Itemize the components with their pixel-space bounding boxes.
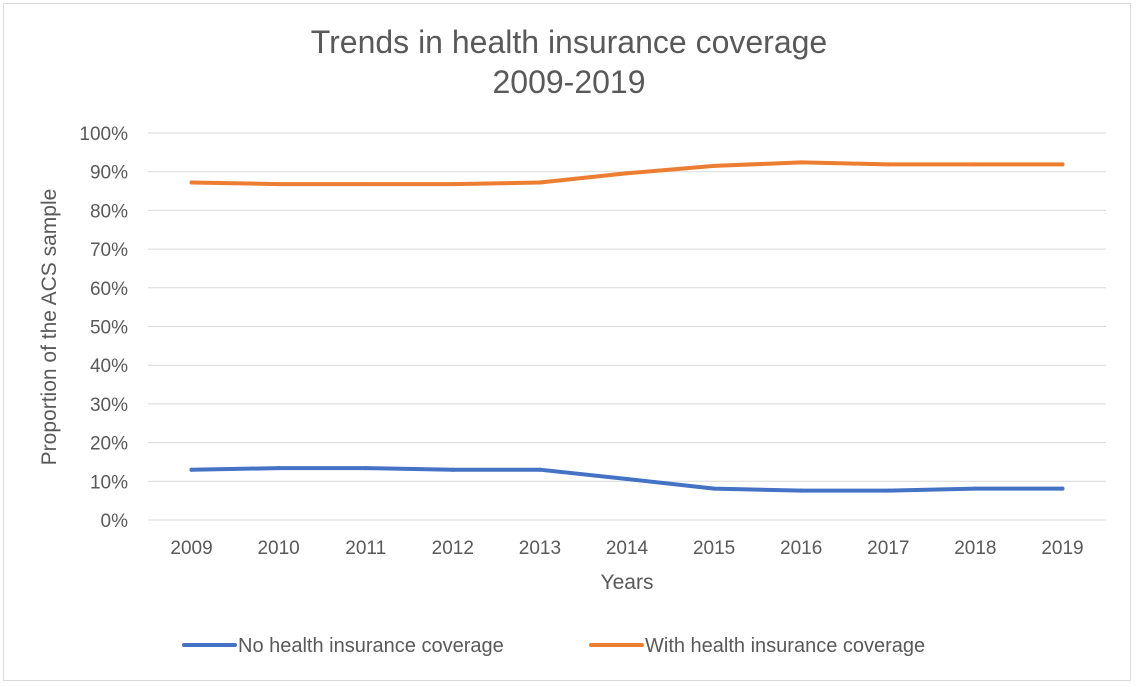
x-tick-label: 2009 [170, 538, 212, 559]
y-axis-title: Proportion of the ACS sample [38, 189, 61, 466]
data-point [799, 160, 804, 165]
data-point [712, 486, 717, 491]
data-point [450, 182, 455, 187]
data-point [973, 162, 978, 167]
y-tick-label: 60% [90, 279, 128, 300]
y-tick-label: 50% [90, 318, 128, 339]
data-point [537, 467, 542, 472]
chart-title-line-1: Trends in health insurance coverage [310, 24, 828, 60]
x-tick-label: 2012 [432, 538, 474, 559]
data-point [625, 171, 629, 176]
y-tick-label: 70% [90, 240, 128, 261]
x-axis-ticks: 2009 2010 2011 2012 2013 2014 2015 2016 2017 2018… [170, 538, 1083, 559]
y-tick-label: 100% [79, 124, 128, 145]
legend: No health insurance coverage With health … [182, 635, 925, 657]
x-tick-label: 2019 [1041, 538, 1083, 559]
data-point [973, 486, 978, 491]
y-tick-label: 80% [90, 201, 128, 222]
gridlines [148, 132, 1106, 521]
data-point [189, 467, 194, 472]
x-tick-label: 2013 [519, 538, 561, 559]
y-tick-label: 10% [90, 472, 128, 493]
chart-title-line-2: 2009-2019 [492, 64, 646, 100]
y-axis-ticks: 0% 10% 20% 30% 40% 50% 60% 70% 80% 90% 100% [79, 124, 128, 532]
y-tick-label: 30% [90, 395, 128, 416]
data-point [537, 180, 542, 185]
x-tick-label: 2011 [345, 538, 386, 559]
chart-frame [3, 3, 1131, 681]
data-point [363, 182, 368, 187]
x-tick-label: 2014 [606, 538, 649, 559]
x-axis-title: Years [601, 571, 654, 594]
legend-label: With health insurance coverage [645, 635, 925, 657]
data-point [712, 163, 717, 168]
data-point [1060, 486, 1065, 491]
data-point [799, 488, 804, 493]
x-tick-label: 2018 [954, 538, 996, 559]
series-lines [189, 160, 1065, 493]
data-point [450, 467, 455, 472]
data-point [276, 182, 281, 187]
data-point [276, 466, 281, 471]
data-point [886, 162, 891, 167]
y-tick-label: 20% [90, 434, 128, 455]
x-tick-label: 2015 [693, 538, 735, 559]
x-tick-label: 2017 [867, 538, 909, 559]
data-point [625, 476, 629, 481]
data-point [886, 488, 891, 493]
x-tick-label: 2010 [257, 538, 299, 559]
legend-label: No health insurance coverage [238, 635, 504, 657]
x-tick-label: 2016 [780, 538, 822, 559]
data-point [363, 466, 368, 471]
y-tick-label: 90% [90, 163, 128, 184]
data-point [1060, 162, 1065, 167]
y-tick-label: 40% [90, 356, 128, 377]
y-tick-label: 0% [101, 511, 129, 532]
data-point [189, 180, 194, 185]
